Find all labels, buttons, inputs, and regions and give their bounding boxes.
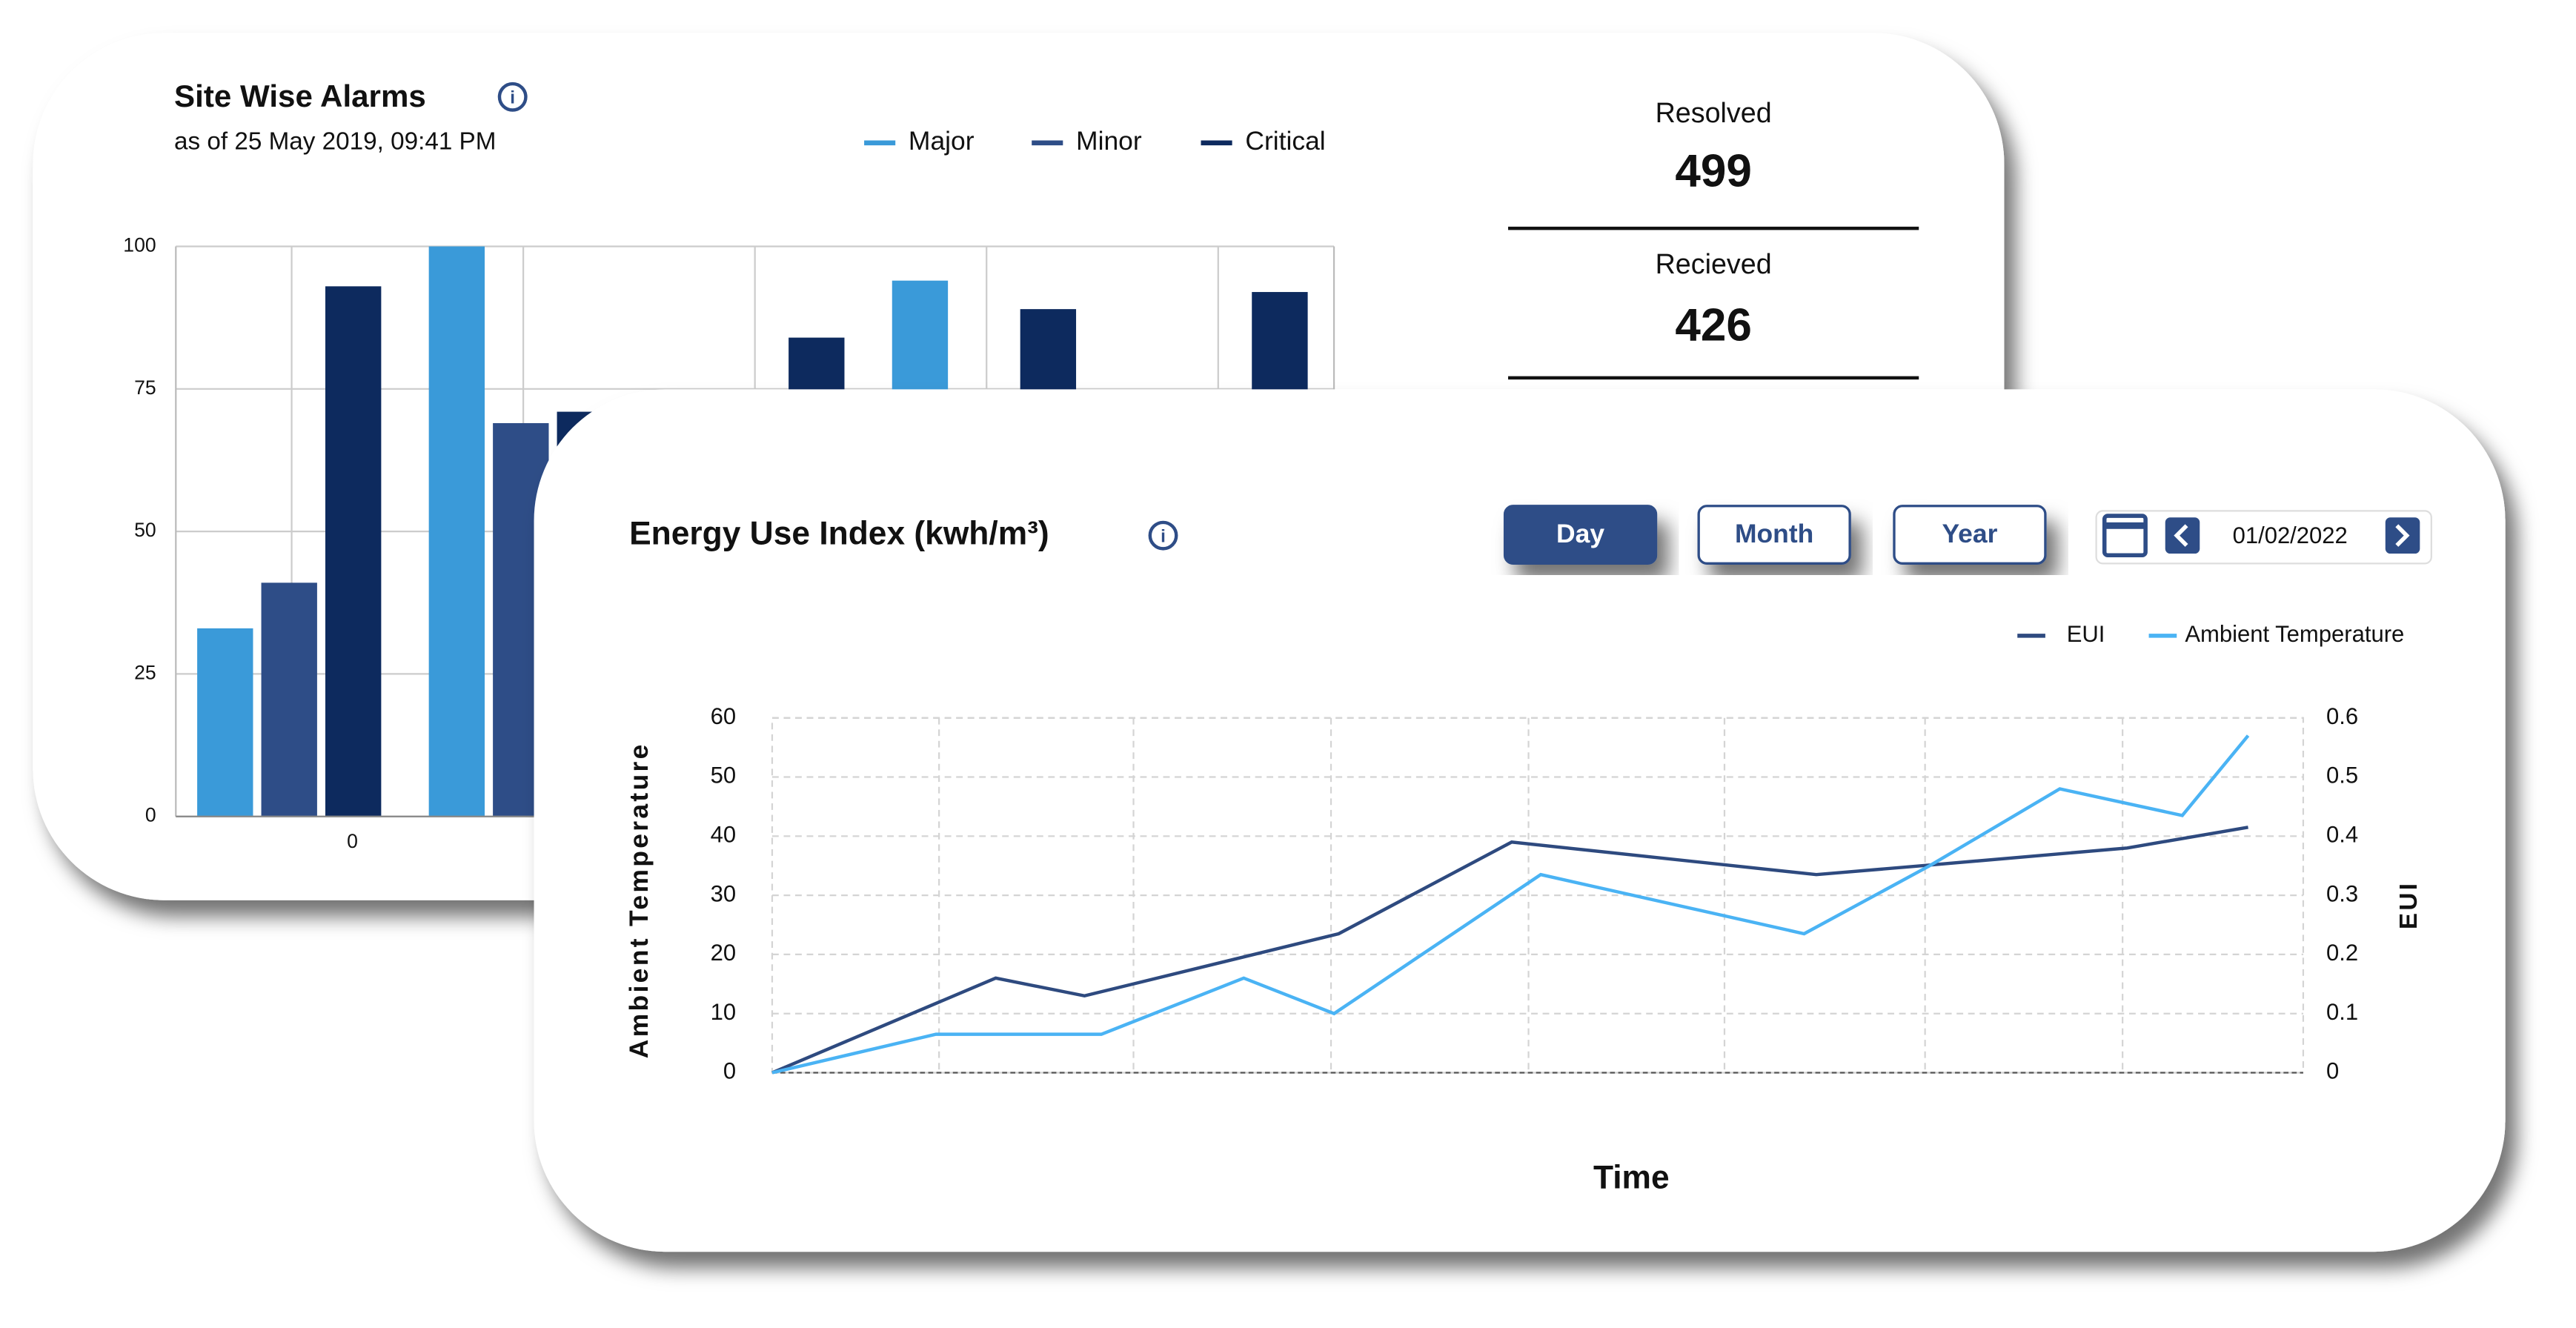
calendar-icon[interactable] xyxy=(2102,514,2148,558)
bar xyxy=(428,246,485,817)
bar xyxy=(197,628,253,817)
y-tick-label: 50 xyxy=(134,519,156,541)
y-tick-label: 40 xyxy=(711,822,737,848)
chart-title: Energy Use Index (kwh/m³) xyxy=(629,515,1049,551)
line-series xyxy=(771,826,2248,1075)
y-tick-label: 50 xyxy=(711,763,737,788)
legend-label: Ambient Temperature xyxy=(2185,621,2404,647)
info-icon[interactable] xyxy=(1148,520,1178,551)
chart-subtitle: as of 25 May 2019, 09:41 PM xyxy=(174,128,496,156)
button-label: Day xyxy=(1556,519,1604,548)
info-icon-glyph: i xyxy=(1161,526,1166,546)
prev-arrow xyxy=(2174,524,2188,547)
legend-label: Major xyxy=(909,126,975,156)
y-axis-title: Ambient Temperature xyxy=(624,742,654,1058)
y-tick-label: 25 xyxy=(134,661,156,683)
y2-tick-label: 0.6 xyxy=(2326,703,2358,729)
next-arrow xyxy=(2395,524,2410,547)
bar xyxy=(261,582,317,817)
button-label: Year xyxy=(1942,519,1997,548)
y2-tick-label: 0.1 xyxy=(2326,999,2358,1025)
button-label: Month xyxy=(1735,519,1813,548)
stat-value: 499 xyxy=(1675,145,1752,196)
toggle-button[interactable] xyxy=(1893,505,2047,565)
y2-tick-label: 0.3 xyxy=(2326,880,2358,906)
date-text: 01/02/2022 xyxy=(2233,522,2348,548)
y-tick-label: 0 xyxy=(145,804,156,826)
toggle-button[interactable] xyxy=(1697,505,1851,565)
legend-label: Minor xyxy=(1076,126,1142,156)
y2-tick-label: 0 xyxy=(2326,1058,2339,1084)
energy-card: Energy Use Index (kwh/m³) i 01/02/2022 T… xyxy=(534,389,2506,1252)
bar xyxy=(325,286,382,817)
y2-axis-title: EUI xyxy=(2395,881,2423,929)
card-background xyxy=(534,389,2506,1252)
next-button[interactable] xyxy=(2385,517,2420,554)
prev-button[interactable] xyxy=(2165,517,2200,554)
x-axis-title: Time xyxy=(1593,1159,1670,1195)
legend-label: EUI xyxy=(2067,621,2105,647)
toggle-button[interactable] xyxy=(1503,505,1658,565)
y2-tick-label: 0.4 xyxy=(2326,822,2358,848)
y-tick-label: 0 xyxy=(723,1058,736,1084)
chart-title: Site Wise Alarms xyxy=(174,79,426,113)
y2-tick-label: 0.2 xyxy=(2326,940,2358,966)
y-tick-label: 10 xyxy=(711,999,737,1025)
y-tick-label: 75 xyxy=(134,376,156,399)
line-series xyxy=(771,734,2250,1075)
x-tick-label: 0 xyxy=(347,830,358,852)
info-icon-glyph: i xyxy=(510,87,515,107)
y-tick-label: 100 xyxy=(123,234,156,256)
info-icon[interactable] xyxy=(497,82,528,112)
y2-tick-label: 0.5 xyxy=(2326,763,2358,788)
stat-label: Recieved xyxy=(1656,248,1772,279)
y-tick-label: 30 xyxy=(711,880,737,906)
y-tick-label: 60 xyxy=(711,703,737,729)
stat-value: 426 xyxy=(1675,300,1752,351)
y-tick-label: 20 xyxy=(711,940,737,966)
stat-label: Resolved xyxy=(1656,97,1772,128)
legend-label: Critical xyxy=(1245,126,1325,156)
